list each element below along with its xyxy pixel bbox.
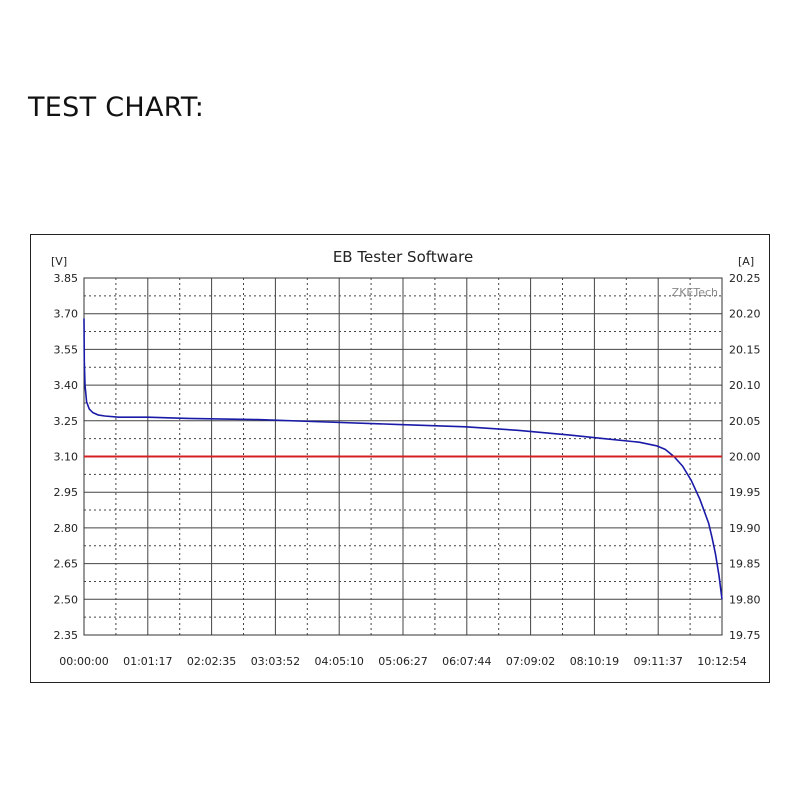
- x-tick-label: 04:05:10: [314, 655, 363, 668]
- y-right-tick-label: 19.95: [729, 486, 761, 499]
- x-tick-label: 09:11:37: [633, 655, 682, 668]
- y-right-tick-labels: 20.25 20.20 20.15 20.10 20.05 20.00 19.95 19.90…: [729, 272, 761, 642]
- y-right-tick-label: 20.20: [729, 308, 761, 321]
- x-tick-label: 08:10:19: [570, 655, 619, 668]
- y-left-tick-label: 3.70: [54, 308, 79, 321]
- y-right-tick-label: 20.05: [729, 415, 761, 428]
- chart-window: EB Tester Software [V] [A] ZKETech 3.85 3…: [30, 234, 770, 683]
- x-tick-label: 00:00:00: [59, 655, 108, 668]
- page-heading: TEST CHART:: [28, 92, 205, 123]
- y-left-tick-label: 2.80: [54, 522, 79, 535]
- x-tick-label: 03:03:52: [251, 655, 300, 668]
- series-line-voltage: [83, 318, 723, 600]
- x-tick-label: 07:09:02: [506, 655, 555, 668]
- y-left-tick-labels: 3.85 3.70 3.55 3.40 3.25 3.10 2.95 2.80 2.65 2.50…: [54, 272, 79, 642]
- y-left-tick-label: 3.40: [54, 379, 79, 392]
- x-tick-label: 05:06:27: [378, 655, 427, 668]
- y-right-tick-label: 19.85: [729, 558, 761, 571]
- x-tick-labels: 00:00:00 01:01:17 02:02:35 03:03:52 04:05:10…: [59, 655, 746, 668]
- y-right-tick-label: 19.80: [729, 593, 761, 606]
- y-right-tick-label: 19.75: [729, 629, 761, 642]
- x-tick-label: 01:01:17: [123, 655, 172, 668]
- y-right-tick-label: 20.25: [729, 272, 761, 285]
- y-left-tick-label: 3.10: [54, 451, 79, 464]
- chart-svg: EB Tester Software [V] [A] ZKETech 3.853…: [51, 248, 761, 668]
- y-left-tick-label: 3.85: [54, 272, 79, 285]
- chart-title: EB Tester Software: [333, 248, 473, 266]
- y-left-tick-label: 2.50: [54, 593, 79, 606]
- y-left-unit: [V]: [51, 255, 67, 268]
- y-right-tick-label: 20.00: [729, 451, 761, 464]
- y-right-tick-label: 20.10: [729, 379, 761, 392]
- y-left-tick-label: 3.55: [54, 343, 79, 356]
- watermark-label: ZKETech: [672, 286, 718, 299]
- y-right-tick-label: 19.90: [729, 522, 761, 535]
- series-layer: [83, 318, 723, 600]
- x-tick-label: 06:07:44: [442, 655, 491, 668]
- y-left-tick-label: 2.65: [54, 558, 79, 571]
- y-right-tick-label: 20.15: [729, 343, 761, 356]
- grid-lines: [84, 278, 722, 635]
- x-tick-label: 10:12:54: [697, 655, 746, 668]
- y-left-tick-label: 3.25: [54, 415, 79, 428]
- x-tick-label: 02:02:35: [187, 655, 236, 668]
- y-left-tick-label: 2.95: [54, 486, 79, 499]
- y-right-unit: [A]: [738, 255, 754, 268]
- y-left-tick-label: 2.35: [54, 629, 79, 642]
